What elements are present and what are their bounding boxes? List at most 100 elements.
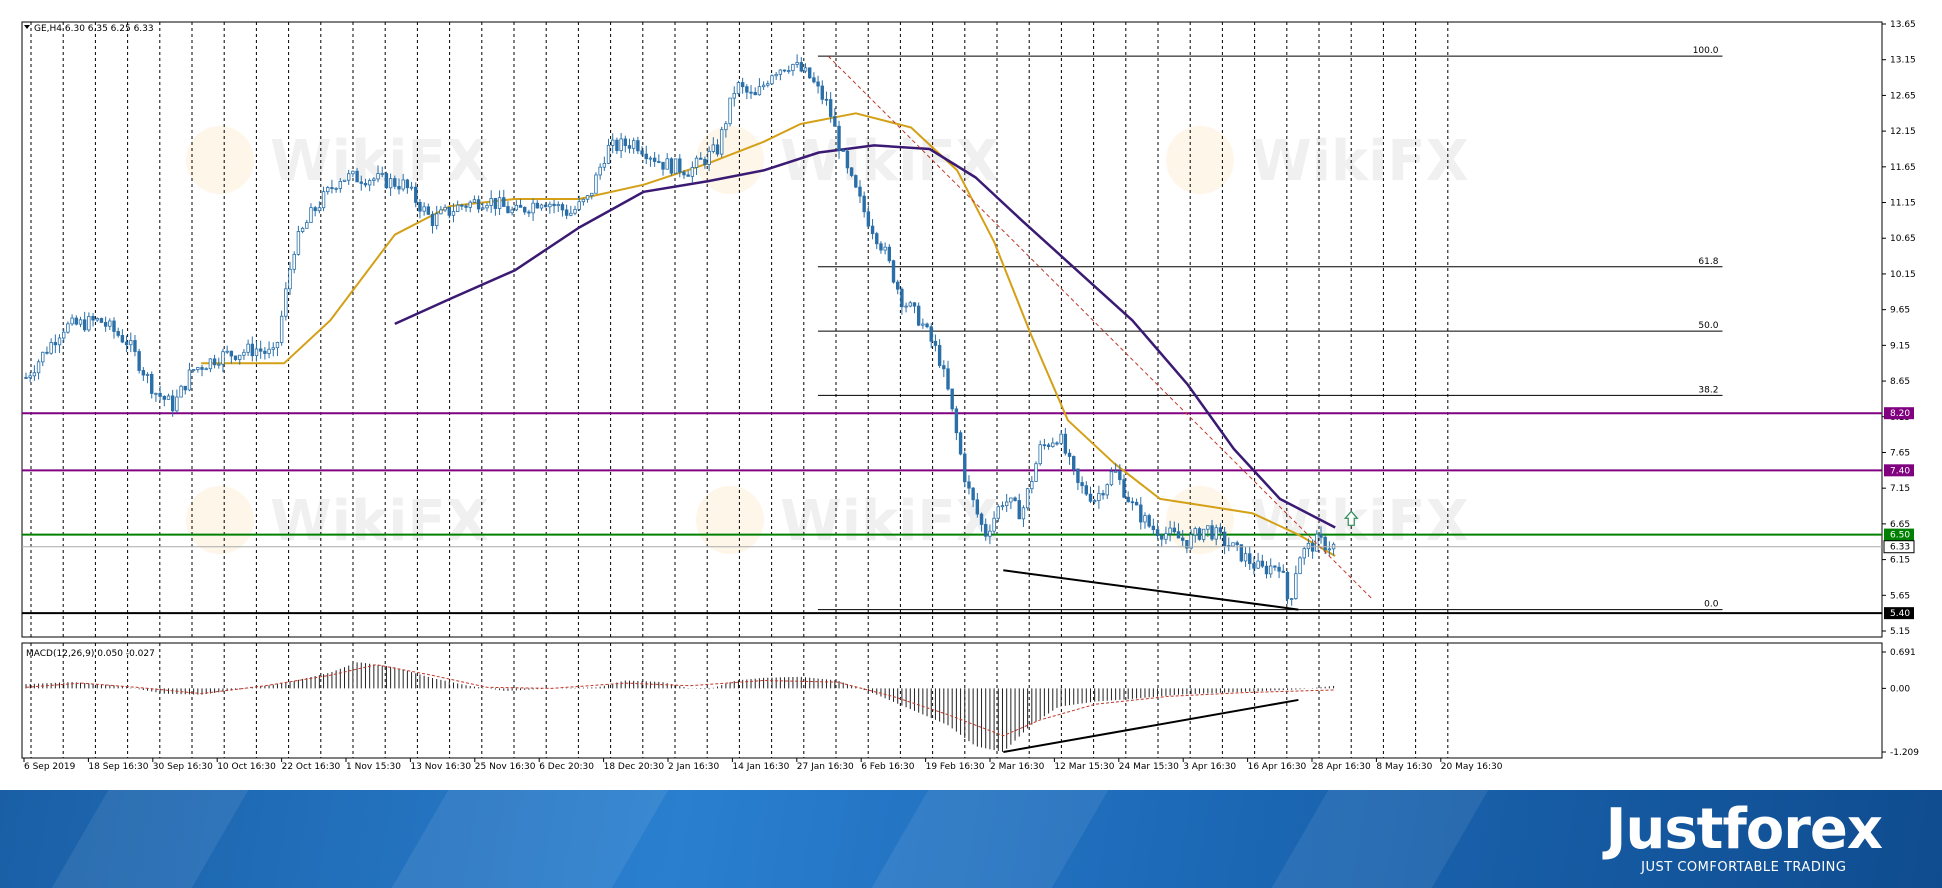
- candle-body: [1105, 484, 1109, 496]
- candle-body: [753, 92, 757, 96]
- candle-body: [1113, 470, 1118, 473]
- candle-body: [1000, 505, 1005, 508]
- candle-body: [552, 203, 556, 207]
- price-tick-label: 13.15: [1890, 56, 1916, 66]
- candle-body: [317, 207, 322, 212]
- candle-body: [761, 84, 766, 88]
- candle-body: [254, 348, 259, 357]
- time-tick-label: 16 Apr 16:30: [1248, 762, 1307, 772]
- candle-body: [1025, 488, 1030, 509]
- candle-body: [766, 83, 770, 86]
- candle-body: [1038, 444, 1042, 465]
- candle-body: [187, 369, 192, 391]
- candle-body: [1306, 542, 1311, 550]
- candle-body: [129, 340, 133, 346]
- candle-body: [539, 204, 544, 209]
- candle-body: [409, 186, 414, 189]
- candle-body: [690, 167, 695, 177]
- candle-body: [1101, 493, 1105, 496]
- candle-body: [376, 173, 380, 180]
- candle-body: [782, 69, 787, 72]
- candle-body: [1122, 479, 1126, 498]
- candle-body: [715, 144, 720, 155]
- candle-body: [1302, 548, 1306, 559]
- candle-body: [45, 351, 49, 354]
- candle-body: [1147, 515, 1151, 527]
- candle-body: [1222, 531, 1227, 547]
- candle-body: [305, 222, 309, 229]
- candle-body: [602, 162, 607, 168]
- moving-average-2: [394, 144, 1336, 529]
- watermark-text: WikiFX: [270, 129, 489, 194]
- candle-body: [367, 180, 372, 186]
- candle-body: [70, 317, 74, 325]
- main-panel-frame: [21, 21, 1883, 638]
- candle-body: [510, 209, 514, 214]
- candle-body: [833, 116, 837, 127]
- candle-body: [569, 212, 573, 216]
- candle-body: [631, 140, 636, 149]
- candle-body: [1285, 571, 1290, 600]
- candle-body: [158, 392, 162, 397]
- candle-body: [363, 182, 368, 186]
- candle-body: [313, 207, 317, 212]
- price-divergence-trendline: [1003, 569, 1299, 611]
- candle-body: [619, 138, 623, 152]
- candle-body: [1092, 500, 1097, 502]
- price-tick-label: 6.65: [1890, 520, 1910, 530]
- candle-body: [912, 302, 917, 307]
- candle-body: [78, 319, 83, 325]
- candle-body: [950, 388, 954, 410]
- candle-body: [430, 213, 435, 226]
- candle-body: [523, 206, 527, 213]
- candle-body: [875, 233, 879, 245]
- candle-body: [309, 207, 313, 223]
- candle-body: [988, 530, 992, 537]
- time-tick-label: 6 Feb 16:30: [861, 762, 915, 772]
- candle-body: [1151, 525, 1156, 530]
- candle-body: [1264, 565, 1269, 575]
- candle-body: [1046, 444, 1051, 447]
- candle-body: [891, 260, 896, 283]
- candle-body: [820, 85, 824, 100]
- candle-body: [548, 203, 552, 208]
- candle-body: [1185, 540, 1189, 549]
- candle-body: [485, 205, 489, 209]
- candle-body: [1164, 533, 1168, 540]
- candle-body: [388, 178, 393, 189]
- candle-body: [1076, 468, 1080, 483]
- candle-body: [200, 367, 204, 370]
- candle-body: [1277, 566, 1281, 572]
- candle-body: [95, 318, 99, 321]
- watermark-logo: [186, 486, 254, 554]
- candle-body: [120, 335, 125, 343]
- candle-body: [1160, 535, 1164, 540]
- candle-body: [426, 206, 431, 215]
- candle-body: [954, 408, 959, 434]
- candle-body: [330, 187, 334, 189]
- candle-body: [799, 62, 804, 72]
- candle-body: [1235, 542, 1239, 546]
- candle-body: [137, 351, 141, 371]
- level-badge-label: 7.40: [1890, 466, 1910, 476]
- candle-body: [862, 195, 866, 213]
- candle-body: [996, 506, 1000, 519]
- candle-body: [640, 150, 644, 155]
- candle-body: [82, 319, 87, 331]
- candle-body: [787, 70, 791, 73]
- candle-body: [443, 206, 447, 211]
- watermark-text: WikiFX: [1250, 129, 1469, 194]
- candle-body: [925, 323, 929, 328]
- candle-body: [967, 481, 971, 489]
- candle-body: [1239, 544, 1244, 562]
- candle-body: [103, 322, 108, 327]
- candle-body: [1059, 433, 1063, 444]
- time-tick-label: 19 Feb 16:30: [926, 762, 985, 772]
- candle-body: [1323, 536, 1327, 551]
- time-tick-label: 6 Sep 2019: [24, 762, 76, 772]
- candle-body: [91, 316, 95, 321]
- candle-body: [879, 243, 883, 251]
- candle-body: [665, 158, 669, 170]
- candle-body: [778, 69, 783, 75]
- candle-body: [678, 158, 682, 173]
